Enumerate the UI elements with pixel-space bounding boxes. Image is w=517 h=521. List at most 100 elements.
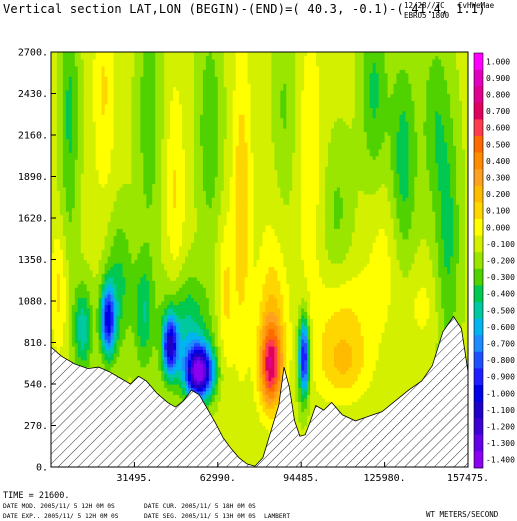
field-cell [51, 103, 55, 108]
field-cell [56, 114, 61, 119]
field-cell [83, 204, 88, 209]
field-cell [56, 179, 61, 185]
field-cell [56, 176, 61, 181]
field-cell [74, 318, 79, 323]
field-cell [62, 76, 67, 81]
field-cell [83, 145, 88, 150]
field-cell [74, 173, 79, 178]
field-cell [83, 72, 88, 77]
field-cell [51, 183, 55, 188]
field-cell [74, 218, 79, 223]
field-cell [77, 65, 82, 70]
field-cell [101, 269, 106, 274]
field-cell [95, 297, 100, 302]
field-cell [92, 214, 97, 219]
field-cell [56, 135, 61, 140]
field-cell [51, 145, 55, 150]
field-cell [89, 269, 94, 274]
field-cell [68, 301, 73, 306]
field-cell [56, 318, 61, 323]
field-cell [89, 287, 94, 292]
field-cell [80, 138, 85, 143]
field-cell [65, 159, 70, 164]
field-cell [101, 218, 106, 223]
field-cell [95, 321, 100, 326]
field-cell [98, 262, 103, 268]
field-cell [86, 318, 91, 323]
field-cell [59, 148, 64, 153]
field-cell [53, 304, 58, 309]
field-cell [92, 145, 97, 150]
field-cell [59, 200, 64, 205]
field-cell [68, 231, 73, 236]
field-cell [53, 155, 58, 160]
field-cell [71, 283, 76, 288]
field-cell [53, 339, 58, 344]
field-cell [98, 276, 103, 281]
field-cell [68, 107, 73, 112]
field-cell [80, 283, 85, 288]
field-cell [89, 100, 94, 105]
field-cell [56, 252, 61, 257]
field-cell [59, 342, 64, 347]
field-cell [51, 231, 55, 236]
field-cell [92, 131, 97, 136]
field-cell [95, 86, 100, 91]
field-cell [56, 349, 61, 354]
field-cell [86, 325, 91, 330]
field-cell [56, 214, 61, 219]
field-cell [83, 96, 88, 102]
field-cell [62, 100, 67, 105]
field-cell [83, 62, 88, 67]
field-cell [89, 294, 94, 299]
field-cell [65, 200, 70, 205]
field-cell [53, 107, 58, 112]
field-cell [83, 207, 88, 212]
field-cell [77, 152, 82, 157]
field-cell [74, 197, 79, 202]
field-cell [71, 211, 76, 216]
field-cell [98, 218, 103, 223]
field-cell [86, 311, 91, 316]
field-cell [71, 325, 76, 330]
field-cell [92, 138, 97, 143]
field-cell [51, 321, 55, 326]
field-cell [86, 294, 91, 299]
field-cell [89, 173, 94, 178]
field-cell [62, 242, 67, 247]
field-cell [59, 55, 64, 60]
field-cell [71, 314, 76, 319]
field-cell [83, 200, 88, 205]
field-cell [80, 90, 85, 95]
field-cell [51, 269, 55, 274]
field-cell [92, 79, 97, 84]
field-cell [95, 245, 100, 250]
field-cell [53, 69, 58, 74]
field-cell [86, 155, 91, 160]
field-cell [68, 169, 73, 174]
field-cell [53, 235, 58, 240]
field-cell [56, 221, 61, 226]
field-cell [53, 231, 58, 236]
field-cell [83, 301, 88, 306]
field-cell [56, 311, 61, 316]
field-cell [101, 231, 106, 236]
field-cell [62, 339, 67, 344]
field-cell [51, 325, 55, 330]
field-cell [77, 345, 82, 351]
field-cell [98, 301, 103, 306]
field-cell [77, 256, 82, 261]
field-cell [80, 86, 85, 91]
field-cell [83, 124, 88, 129]
field-cell [62, 231, 67, 236]
field-cell [56, 269, 61, 274]
field-cell [74, 72, 79, 77]
field-cell [62, 204, 67, 209]
field-cell [86, 128, 91, 133]
field-cell [95, 79, 100, 84]
field-cell [92, 276, 97, 281]
field-cell [56, 283, 61, 288]
field-cell [89, 249, 94, 254]
field-cell [51, 176, 55, 181]
